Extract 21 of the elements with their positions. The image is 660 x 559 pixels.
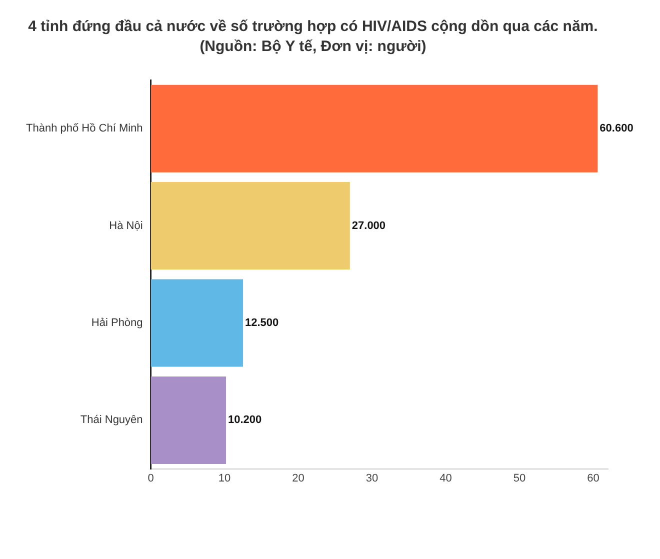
- data-label: 27.000: [352, 220, 386, 232]
- y-tick-label: Thái Nguyên: [80, 414, 143, 426]
- x-tick-label: 40: [440, 472, 452, 484]
- data-label: 12.500: [244, 317, 279, 330]
- x-tick-label: 30: [366, 472, 378, 484]
- x-tick-label: 10: [218, 472, 231, 484]
- data-label: 10.200: [228, 414, 262, 426]
- x-tick-label: 60: [587, 472, 600, 484]
- bar: [150, 376, 226, 464]
- x-tick-label: 50: [513, 472, 526, 484]
- y-tick-label: Hà Nội: [109, 220, 143, 232]
- bar: [150, 279, 243, 367]
- x-tick-label: 0: [148, 472, 154, 484]
- chart-title: 4 tỉnh đứng đầu cả nước về số trường hợp có HIV/AIDS cộng dồn qua các năm.: [28, 18, 598, 36]
- chart-subtitle: (Nguồn: Bộ Y tế, Đơn vị: người): [200, 38, 426, 56]
- y-tick-label: Hải Phòng: [91, 317, 143, 330]
- y-tick-label: Thành phố Hồ Chí Minh: [26, 122, 143, 135]
- bar: [150, 84, 598, 172]
- data-label: 60.600: [600, 122, 634, 135]
- x-tick-label: 20: [292, 472, 304, 484]
- bar: [150, 182, 350, 270]
